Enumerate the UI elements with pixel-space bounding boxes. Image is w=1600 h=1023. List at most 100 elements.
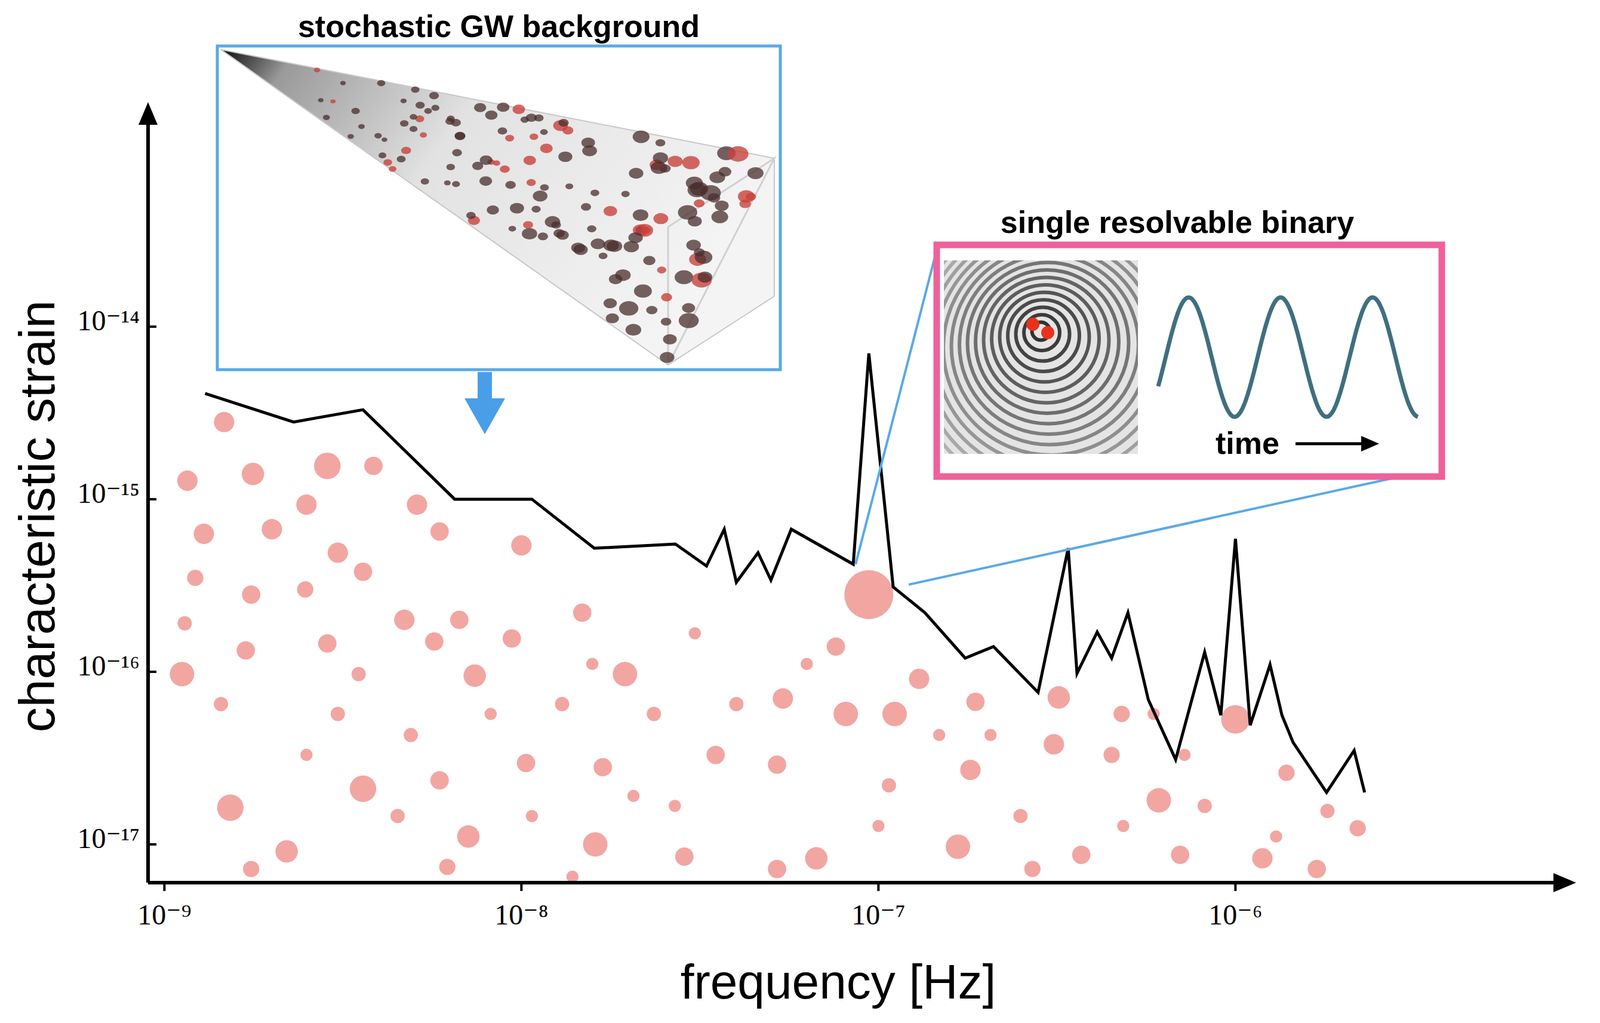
wave-ring (983, 277, 1110, 403)
binary-dot (351, 666, 366, 682)
galaxy-dot (480, 155, 493, 165)
x-tick-label: 10⁻⁸ (494, 898, 549, 931)
binary-dot (318, 634, 337, 653)
binary-dot (297, 580, 314, 598)
binary-dot (908, 668, 929, 689)
connector-line (855, 256, 935, 565)
galaxy-dot (598, 252, 608, 260)
y-tick (148, 325, 157, 328)
galaxy-dot (486, 205, 499, 215)
galaxy-dot (537, 232, 549, 240)
galaxy-dot (381, 137, 388, 142)
y-axis-arrow (138, 102, 158, 125)
binary-dot (1113, 705, 1130, 722)
galaxy-dot (485, 110, 498, 120)
binary-dot (960, 759, 981, 780)
galaxy-dot (523, 155, 537, 166)
wave-ring (943, 260, 1138, 454)
binary-dot (1047, 685, 1071, 709)
x-tick-label: 10⁻⁷ (851, 898, 906, 931)
x-axis-title: frequency [Hz] (680, 954, 997, 1009)
binary-dot (213, 696, 229, 712)
inset-arrow-stem (477, 371, 492, 400)
binary-dot (439, 858, 456, 875)
galaxy-dot (397, 155, 406, 163)
galaxy-dot (347, 133, 355, 139)
galaxy-dot (388, 165, 397, 172)
binary-dot (430, 522, 449, 541)
binary-dot (933, 728, 946, 742)
galaxy-dot (693, 199, 705, 208)
galaxy-dot (451, 180, 460, 187)
binary-dot (261, 518, 282, 540)
galaxy-dot (709, 171, 725, 184)
time-arrow-head (1361, 435, 1380, 452)
binary-dot (984, 728, 998, 742)
wave-ring (991, 284, 1100, 393)
galaxy-dot (745, 192, 757, 201)
binary-dot (1043, 733, 1064, 755)
galaxy-dot (659, 351, 675, 363)
galaxy-dot (645, 305, 658, 315)
galaxy-dot (358, 124, 365, 129)
binary-dot (1178, 748, 1192, 762)
binary-dot (213, 411, 235, 433)
inset-arrow-head (464, 398, 506, 435)
binary-dot (573, 603, 592, 623)
galaxy-dot (642, 256, 656, 266)
binary-dot (646, 706, 661, 721)
wave-signal (1158, 297, 1418, 417)
binary-dot (275, 840, 298, 863)
galaxy-dot (605, 313, 620, 324)
binary-dot (1269, 830, 1283, 843)
galaxy-dot (553, 229, 565, 238)
binary-dot (583, 831, 608, 857)
galaxy-dot (714, 200, 729, 211)
y-tick-label: 10⁻¹⁴ (77, 304, 140, 337)
galaxy-dot (619, 300, 639, 316)
galaxy-dot (678, 205, 698, 220)
galaxy-dot (586, 225, 597, 233)
galaxy-dot (419, 131, 427, 138)
binary-dot (1220, 705, 1250, 734)
binary-dot (1024, 860, 1041, 877)
galaxy-dot (497, 127, 508, 135)
y-tick (148, 842, 157, 846)
galaxy-dot (383, 158, 393, 166)
binary-dot (450, 610, 469, 630)
binary-box (936, 244, 1442, 477)
wave-ring (1023, 314, 1060, 351)
binary-dot (1251, 847, 1273, 869)
binary-dot (1349, 819, 1366, 836)
binary-dot (430, 770, 449, 790)
galaxy-dot (602, 239, 619, 252)
galaxy-dot (509, 202, 525, 214)
galaxy-dot (657, 266, 667, 274)
galaxy-dot (603, 298, 617, 309)
galaxy-dot (415, 101, 426, 109)
binary-dot (1197, 798, 1212, 814)
wave-ring (1007, 299, 1080, 372)
galaxy-dot (625, 323, 642, 336)
x-tick (877, 882, 880, 891)
binary-dot (945, 834, 971, 859)
binary-dot (314, 452, 341, 479)
galaxy-dot (747, 167, 764, 180)
inset-title: stochastic GW background (297, 8, 700, 44)
y-axis-title: characteristic strain (8, 300, 66, 733)
galaxy-dot (628, 232, 643, 243)
binary-dot (236, 641, 255, 660)
galaxy-dot (340, 81, 347, 86)
galaxy-dot (400, 98, 408, 104)
inset-title: single resolvable binary (1000, 204, 1355, 240)
galaxy-dot (505, 180, 516, 189)
galaxy-dot (505, 134, 515, 142)
galaxy-dot (540, 143, 553, 154)
galaxy-dot (580, 202, 592, 211)
galaxy-dot (674, 270, 694, 285)
galaxy-dot (565, 183, 574, 190)
galaxy-dot (521, 228, 538, 240)
connector-line (908, 476, 1400, 585)
galaxy-dot (641, 226, 651, 234)
binary-dot (364, 456, 383, 476)
